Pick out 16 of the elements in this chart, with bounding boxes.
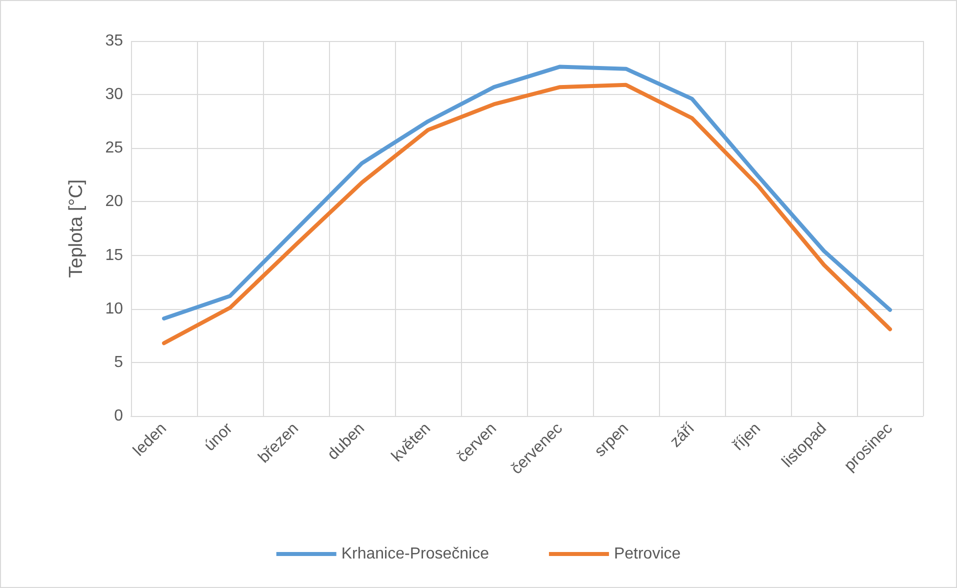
legend-label: Krhanice-Prosečnice [341,546,490,562]
line-series [162,82,892,346]
x-tick-label: únor [201,420,236,455]
y-axis-title: Teplota [°C] [66,179,87,278]
y-tick-label: 0 [114,408,124,424]
x-tick-label: říjen [730,420,764,454]
y-tick-label: 25 [105,140,124,157]
y-tick-label: 20 [105,193,124,210]
x-tick-label: září [667,420,698,451]
y-tick-label: 5 [114,354,124,371]
line-series [162,64,892,320]
y-tick-label: 10 [105,300,124,318]
y-tick-label: 30 [105,86,124,104]
y-tick-label: 35 [105,32,124,50]
y-tick-label: 15 [105,246,124,264]
legend-label: Petrovice [614,546,681,562]
